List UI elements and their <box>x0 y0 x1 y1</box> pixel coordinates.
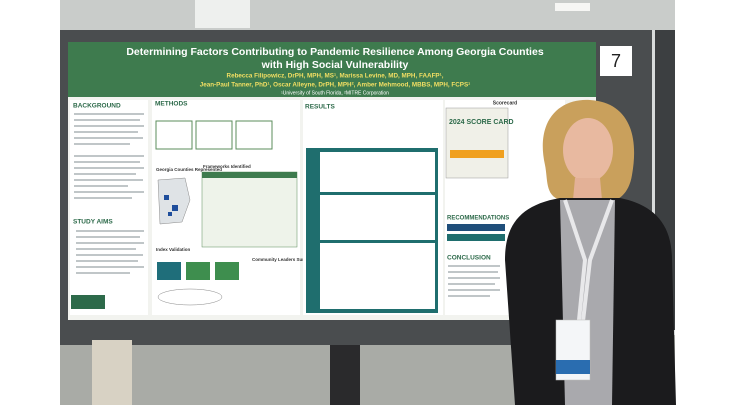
phase-box <box>155 120 193 150</box>
scorecard-title: 2024 SCORE CARD <box>449 119 514 126</box>
poster-title: Determining Factors Contributing to Pand… <box>126 46 543 58</box>
phase-box <box>235 120 273 150</box>
text-block <box>76 230 144 274</box>
text-block <box>448 265 500 297</box>
validation-box <box>215 262 239 280</box>
county <box>168 212 172 216</box>
section-heading: RESULTS <box>305 104 336 111</box>
table-header <box>202 172 297 178</box>
subheading: Frameworks Identified <box>203 164 251 169</box>
ceiling-light <box>555 3 590 11</box>
poster-header <box>68 42 596 97</box>
bystander <box>330 345 360 405</box>
text-block <box>74 113 144 199</box>
results-table <box>320 195 435 240</box>
section-heading: CONCLUSION <box>447 255 491 262</box>
recommendation-bar <box>447 224 505 231</box>
section-heading: METHODS <box>155 101 188 108</box>
georgia-map <box>157 177 191 225</box>
section-heading: RECOMMENDATIONS <box>447 216 509 222</box>
poster-title: with High Social Vulnerability <box>261 59 409 71</box>
bystander <box>92 340 132 405</box>
board-number: 7 <box>611 51 621 71</box>
validation-box <box>157 262 181 280</box>
scorecard-image <box>445 107 509 179</box>
phase-box <box>195 120 233 150</box>
left-column <box>70 100 148 315</box>
section-heading: BACKGROUND <box>73 103 121 110</box>
section-heading: STUDY AIMS <box>73 219 113 226</box>
callout <box>157 288 223 306</box>
logo <box>71 295 105 309</box>
results-table <box>320 243 435 309</box>
subheading: Community Leaders Surveyed <box>252 257 317 262</box>
ceiling-light <box>195 0 250 28</box>
results-table <box>320 152 435 192</box>
subheading: Scorecard <box>493 100 517 106</box>
validation-box <box>186 262 210 280</box>
authors: Jean-Paul Tanner, PhD¹, Oscar Alleyne, D… <box>200 82 471 89</box>
subheading: Index Validation <box>156 247 191 252</box>
person <box>505 99 676 405</box>
county <box>164 195 169 200</box>
number-card <box>600 46 632 76</box>
subheading: Georgia Counties Represented <box>156 167 222 172</box>
score-bar <box>450 150 504 158</box>
affiliations: ¹University of South Florida, ²MITRE Cor… <box>281 90 389 96</box>
county <box>172 205 178 211</box>
authors: Rebecca Filipowicz, DrPH, MPH, MS¹, Mari… <box>227 73 444 80</box>
frameworks-table <box>201 171 298 248</box>
recommendation-bar <box>447 234 505 241</box>
